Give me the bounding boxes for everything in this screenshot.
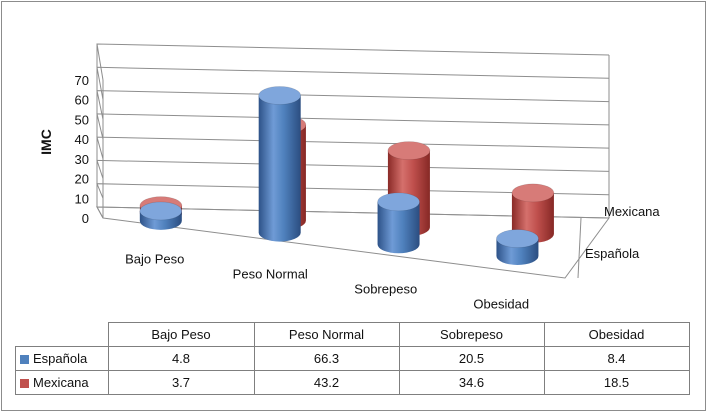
series-depth-label: Mexicana (604, 204, 660, 219)
bar-top (511, 183, 555, 203)
y-axis-label: IMC (38, 129, 54, 155)
bar-body (377, 201, 420, 254)
plot-grid (96, 43, 610, 279)
x-tick-label: Peso Normal (233, 267, 308, 282)
bar-espanola (139, 201, 183, 230)
y-tick-label: 50 (75, 112, 89, 127)
bar-top (139, 201, 183, 221)
data-cell: 3.7 (107, 370, 255, 395)
data-table-header: Bajo Peso (107, 322, 255, 347)
gridline (96, 136, 610, 160)
x-tick-label: Obesidad (473, 297, 529, 312)
bar-top (496, 229, 539, 248)
data-table-header: Obesidad (543, 322, 690, 347)
data-table: Bajo Peso Peso Normal Sobrepeso Obesidad… (15, 322, 690, 395)
x-tick-label: Sobrepeso (354, 282, 417, 297)
gridline (96, 66, 610, 100)
bar-top (387, 141, 431, 160)
gridline (96, 159, 610, 179)
y-tick-label: 30 (75, 152, 89, 167)
legend-swatch-red (20, 379, 29, 389)
chart-svg: 0 10 20 30 40 50 60 70 IMC Bajo Peso Peso Normal S… (38, 43, 660, 312)
bar-espanola (258, 86, 301, 242)
y-tick-label: 70 (75, 73, 89, 88)
y-tick-label: 20 (75, 172, 89, 187)
bar-body (258, 95, 301, 242)
series-depth-label: Española (585, 246, 640, 261)
floor-depth-edge (577, 217, 582, 279)
bar-top (377, 192, 420, 212)
data-table-header-row: Bajo Peso Peso Normal Sobrepeso Obesidad (16, 322, 690, 347)
bar-series (139, 86, 555, 265)
data-cell: 34.6 (398, 370, 545, 395)
gridline (96, 113, 610, 140)
data-table-corner (16, 323, 109, 347)
data-table-row-espanola: Española 4.8 66.3 20.5 8.4 (15, 346, 690, 371)
legend-entry-mexicana: Mexicana (15, 370, 109, 395)
data-cell: 8.4 (543, 346, 690, 371)
data-table-header: Peso Normal (253, 322, 400, 347)
axis-labels: IMC Bajo Peso Peso Normal Sobrepeso Obesidad… (38, 129, 660, 311)
data-cell: 43.2 (253, 370, 400, 395)
data-cell: 18.5 (543, 370, 690, 395)
data-cell: 66.3 (253, 346, 400, 371)
floor-outline (96, 206, 610, 279)
bar-espanola (377, 192, 420, 254)
data-cell: 20.5 (398, 346, 545, 371)
x-tick-label: Bajo Peso (125, 252, 184, 267)
y-tick-label: 10 (75, 191, 89, 206)
data-table-row-mexicana: Mexicana 3.7 43.2 34.6 18.5 (15, 370, 690, 395)
gridline (96, 43, 610, 81)
y-tick-labels: 0 10 20 30 40 50 60 70 (75, 73, 89, 226)
legend-entry-espanola: Española (15, 346, 109, 371)
y-tick-label: 60 (75, 93, 89, 108)
data-cell: 4.8 (107, 346, 255, 371)
bar-top (258, 86, 301, 105)
series-name: Mexicana (33, 375, 89, 390)
y-tick-label: 40 (75, 132, 89, 147)
data-table-header: Sobrepeso (398, 322, 545, 347)
legend-swatch-blue (20, 355, 29, 365)
series-name: Española (33, 351, 88, 366)
bar-espanola (496, 229, 539, 265)
y-tick-label: 0 (82, 211, 89, 226)
